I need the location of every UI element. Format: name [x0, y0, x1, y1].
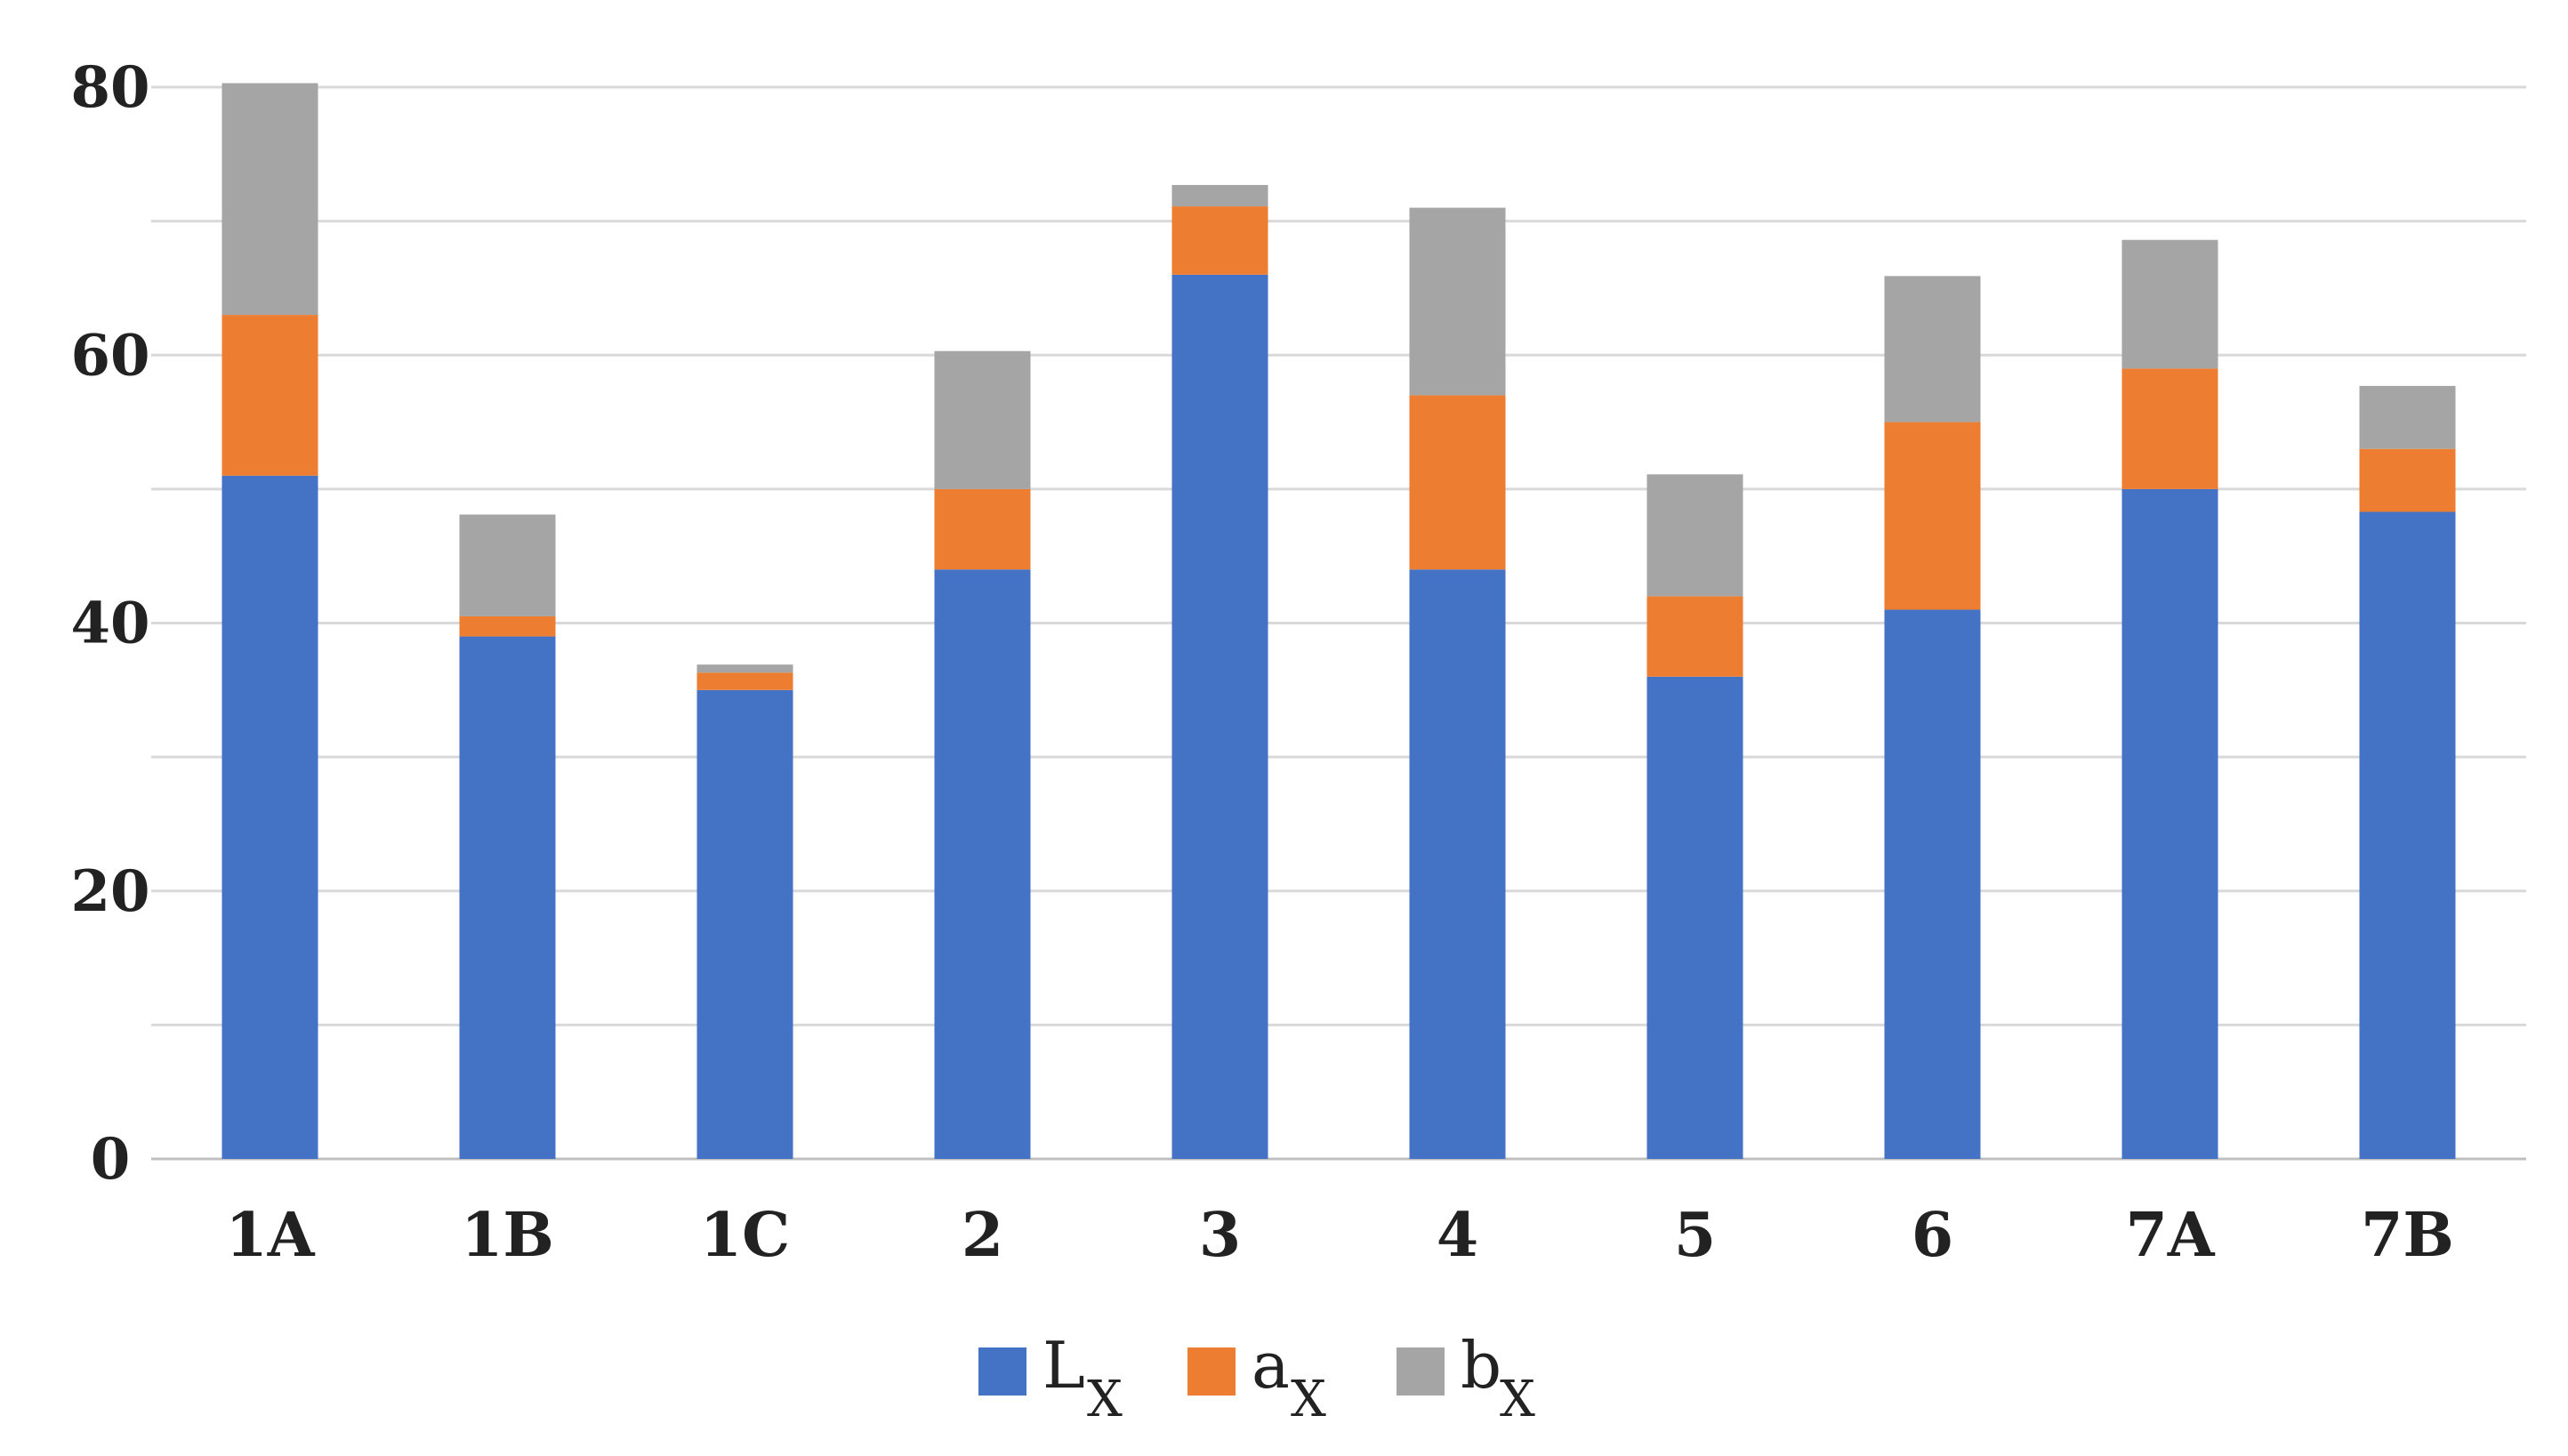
bar-7B-b: [2359, 385, 2456, 449]
bar-4-a: [1409, 395, 1506, 570]
x-tick-label-6: 6: [1912, 1200, 1953, 1271]
bar-7A-a: [2121, 368, 2218, 489]
y-tick-label-40: 40: [70, 591, 149, 657]
bar-1C-a: [696, 672, 793, 690]
bar-2-L: [934, 569, 1031, 1159]
bar-3-b: [1171, 184, 1268, 207]
bar-2-a: [934, 488, 1031, 570]
bar-5-b: [1646, 474, 1743, 597]
bar-6-a: [1884, 422, 1981, 610]
bar-2-b: [934, 350, 1031, 489]
x-axis: 1A 1B 1C 2 3 4 5 6 7A 7B: [225, 1200, 2453, 1271]
bar-5-a: [1646, 596, 1743, 677]
bar-1B-L: [459, 636, 556, 1159]
y-tick-label-80: 80: [70, 54, 149, 121]
bars: [221, 83, 2456, 1159]
bar-1A-a: [221, 315, 318, 476]
x-tick-label-1A: 1A: [225, 1200, 315, 1271]
bar-1C-L: [696, 689, 793, 1159]
bar-1A-b: [221, 83, 318, 316]
bar-5-L: [1646, 676, 1743, 1159]
bar-3-L: [1171, 274, 1268, 1159]
x-tick-label-1C: 1C: [700, 1200, 790, 1271]
bar-7B-L: [2359, 511, 2456, 1159]
legend-label-L: L: [1042, 1328, 1085, 1403]
bar-1C-b: [696, 664, 793, 673]
legend-swatch-a: [1187, 1347, 1236, 1396]
bar-3-a: [1171, 206, 1268, 275]
legend-label-b: b: [1461, 1328, 1501, 1403]
legend-subscript-b: X: [1500, 1371, 1535, 1428]
bar-7B-a: [2359, 448, 2456, 512]
bar-6-L: [1884, 609, 1981, 1159]
x-tick-label-5: 5: [1674, 1200, 1716, 1271]
legend-swatch-L: [978, 1347, 1026, 1396]
legend-subscript-a: X: [1291, 1371, 1326, 1428]
x-tick-label-4: 4: [1437, 1200, 1478, 1271]
legend-label-a: a: [1252, 1328, 1290, 1403]
bar-1A-L: [221, 475, 318, 1159]
legend-swatch-b: [1397, 1347, 1445, 1396]
x-tick-label-3: 3: [1199, 1200, 1241, 1271]
bar-4-L: [1409, 569, 1506, 1159]
bar-1B-b: [459, 514, 556, 616]
y-tick-label-0: 0: [91, 1126, 131, 1193]
bar-6-b: [1884, 276, 1981, 422]
x-tick-label-1B: 1B: [461, 1200, 554, 1271]
x-tick-label-7B: 7B: [2361, 1200, 2454, 1271]
bar-7A-b: [2121, 239, 2218, 369]
y-axis: 0 20 40 60 80: [70, 54, 149, 1193]
y-tick-label-60: 60: [70, 322, 149, 389]
bar-4-b: [1409, 207, 1506, 396]
bar-1B-a: [459, 615, 556, 637]
x-tick-label-2: 2: [962, 1200, 1003, 1271]
x-tick-label-7A: 7A: [2125, 1200, 2215, 1271]
y-tick-label-20: 20: [70, 858, 149, 925]
legend-subscript-L: X: [1087, 1371, 1123, 1428]
bar-7A-L: [2121, 488, 2218, 1159]
